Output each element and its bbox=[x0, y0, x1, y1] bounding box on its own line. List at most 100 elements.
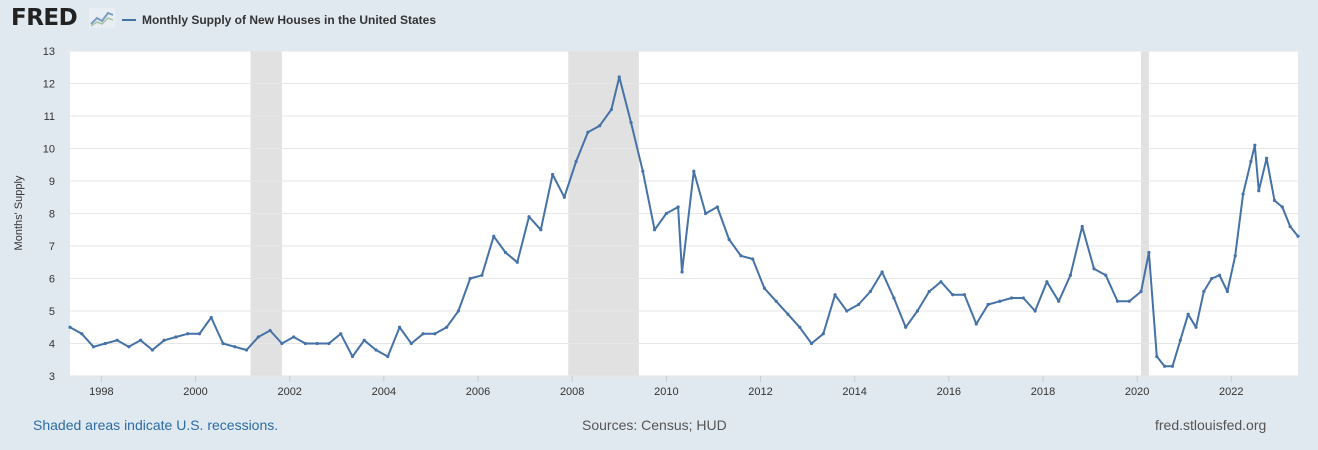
data-point-2002-05 bbox=[303, 341, 307, 346]
data-points bbox=[68, 75, 1300, 368]
data-point-2004-11 bbox=[421, 332, 425, 336]
data-point-2022-07 bbox=[1253, 143, 1257, 147]
data-point-2017-08 bbox=[1021, 296, 1025, 300]
data-point-2011-08 bbox=[739, 254, 743, 258]
data-point-2023-02 bbox=[1280, 205, 1284, 209]
data-point-2004-08 bbox=[409, 341, 413, 346]
data-point-2014-02 bbox=[856, 302, 861, 307]
y-tick-label-7: 7 bbox=[49, 241, 55, 253]
x-tick-label-2018: 2018 bbox=[1031, 386, 1055, 398]
y-tick-label-6: 6 bbox=[49, 274, 55, 286]
data-point-2003-08 bbox=[362, 338, 366, 342]
data-point-2013-11 bbox=[845, 309, 849, 313]
x-tick-label-2004: 2004 bbox=[372, 386, 396, 398]
legend-swatch bbox=[122, 19, 136, 21]
data-point-2018-11 bbox=[1080, 224, 1084, 229]
data-point-2023-06 bbox=[1296, 234, 1300, 238]
data-point-2020-10 bbox=[1170, 364, 1175, 368]
legend-series-label[interactable]: Monthly Supply of New Houses in the Unit… bbox=[142, 13, 437, 27]
data-point-2014-11 bbox=[892, 296, 896, 300]
data-point-2005-02 bbox=[433, 332, 437, 336]
data-point-2019-02 bbox=[1092, 267, 1096, 271]
data-point-2001-11 bbox=[280, 341, 284, 346]
data-point-2012-02 bbox=[762, 286, 767, 290]
data-point-2015-08 bbox=[927, 289, 931, 294]
data-point-2006-02 bbox=[480, 273, 484, 277]
sources-text: Sources: Census; HUD bbox=[582, 417, 727, 433]
data-point-2018-08 bbox=[1068, 273, 1073, 277]
data-point-2002-02 bbox=[292, 335, 296, 339]
data-point-2005-11 bbox=[468, 276, 472, 281]
data-point-1998-02 bbox=[103, 341, 107, 346]
data-point-2002-08 bbox=[315, 341, 319, 346]
data-point-1999-05 bbox=[162, 338, 166, 342]
data-point-2010-04 bbox=[676, 205, 680, 209]
data-point-2010-11 bbox=[703, 211, 708, 216]
website-link[interactable]: fred.stlouisfed.org bbox=[1155, 417, 1267, 433]
data-point-2023-04 bbox=[1288, 224, 1292, 229]
x-tick-label-1998: 1998 bbox=[89, 386, 113, 398]
data-point-2003-02 bbox=[339, 332, 343, 336]
data-point-2019-11 bbox=[1127, 299, 1131, 303]
data-point-2003-11 bbox=[374, 348, 378, 352]
data-point-2010-05 bbox=[680, 270, 684, 274]
fred-logo[interactable]: FRED bbox=[11, 5, 78, 31]
data-point-2021-12 bbox=[1225, 289, 1229, 294]
data-point-2011-05 bbox=[727, 237, 731, 242]
data-point-1999-08 bbox=[174, 335, 178, 339]
data-point-2001-02 bbox=[244, 348, 249, 352]
data-point-2008-05 bbox=[586, 130, 590, 134]
data-point-2000-11 bbox=[233, 345, 237, 349]
data-point-2021-04 bbox=[1194, 325, 1198, 329]
data-point-2013-02 bbox=[809, 341, 814, 346]
data-point-2009-10 bbox=[652, 228, 657, 232]
data-point-2013-05 bbox=[821, 332, 825, 336]
data-point-2010-08 bbox=[692, 169, 696, 173]
data-point-2012-08 bbox=[786, 312, 790, 316]
data-point-2006-08 bbox=[503, 250, 508, 255]
data-point-2022-02 bbox=[1233, 254, 1237, 258]
x-tick-label-2006: 2006 bbox=[466, 386, 490, 398]
y-tick-label-12: 12 bbox=[43, 79, 55, 91]
data-point-2009-07 bbox=[641, 169, 645, 173]
data-point-2014-08 bbox=[880, 270, 884, 274]
data-point-2021-06 bbox=[1202, 289, 1206, 294]
data-point-2018-05 bbox=[1057, 299, 1061, 303]
y-tick-label-9: 9 bbox=[49, 176, 55, 188]
data-point-2021-10 bbox=[1217, 273, 1222, 277]
data-point-2002-11 bbox=[327, 341, 331, 346]
y-tick-label-10: 10 bbox=[43, 144, 55, 156]
data-point-2018-02 bbox=[1045, 280, 1049, 284]
x-tick-label-2014: 2014 bbox=[842, 386, 866, 398]
x-tick-label-2020: 2020 bbox=[1125, 386, 1149, 398]
data-point-2007-11 bbox=[562, 195, 566, 199]
data-point-2012-11 bbox=[798, 325, 802, 329]
data-point-2006-05 bbox=[492, 234, 496, 238]
data-point-1998-05 bbox=[115, 338, 119, 342]
data-point-2022-06 bbox=[1249, 159, 1253, 164]
data-point-2009-04 bbox=[629, 120, 633, 125]
recession-note[interactable]: Shaded areas indicate U.S. recessions. bbox=[33, 417, 279, 433]
x-tick-label-2008: 2008 bbox=[560, 386, 584, 398]
data-point-2000-02 bbox=[197, 332, 202, 336]
data-point-2003-05 bbox=[350, 354, 355, 359]
data-point-2008-08 bbox=[598, 124, 602, 128]
data-point-2022-08 bbox=[1257, 189, 1261, 193]
data-point-2004-02 bbox=[386, 354, 390, 359]
y-tick-label-8: 8 bbox=[49, 209, 55, 221]
data-point-2020-06 bbox=[1155, 354, 1159, 359]
data-point-2020-04 bbox=[1147, 250, 1151, 255]
data-point-2001-05 bbox=[256, 335, 260, 339]
data-point-1997-11 bbox=[91, 345, 96, 349]
data-point-2001-08 bbox=[268, 328, 272, 333]
data-point-2013-08 bbox=[833, 293, 837, 297]
y-tick-label-13: 13 bbox=[43, 46, 55, 58]
data-point-2015-11 bbox=[939, 280, 943, 284]
data-point-2015-05 bbox=[915, 309, 920, 313]
data-point-2005-08 bbox=[456, 309, 461, 313]
x-tick-label-2002: 2002 bbox=[277, 386, 301, 398]
data-point-2022-12 bbox=[1272, 198, 1277, 203]
data-point-1997-05 bbox=[68, 325, 72, 329]
legend[interactable]: Monthly Supply of New Houses in the Unit… bbox=[122, 12, 436, 28]
data-point-2000-05 bbox=[209, 315, 213, 320]
